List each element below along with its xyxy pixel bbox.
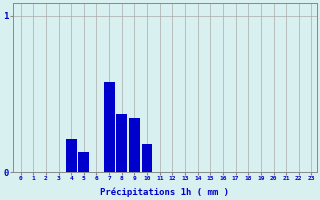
Bar	[116, 114, 127, 172]
Bar	[66, 139, 76, 172]
X-axis label: Précipitations 1h ( mm ): Précipitations 1h ( mm )	[100, 187, 229, 197]
Bar	[78, 152, 89, 172]
Bar	[129, 118, 140, 172]
Bar	[104, 82, 115, 172]
Bar	[142, 144, 152, 172]
